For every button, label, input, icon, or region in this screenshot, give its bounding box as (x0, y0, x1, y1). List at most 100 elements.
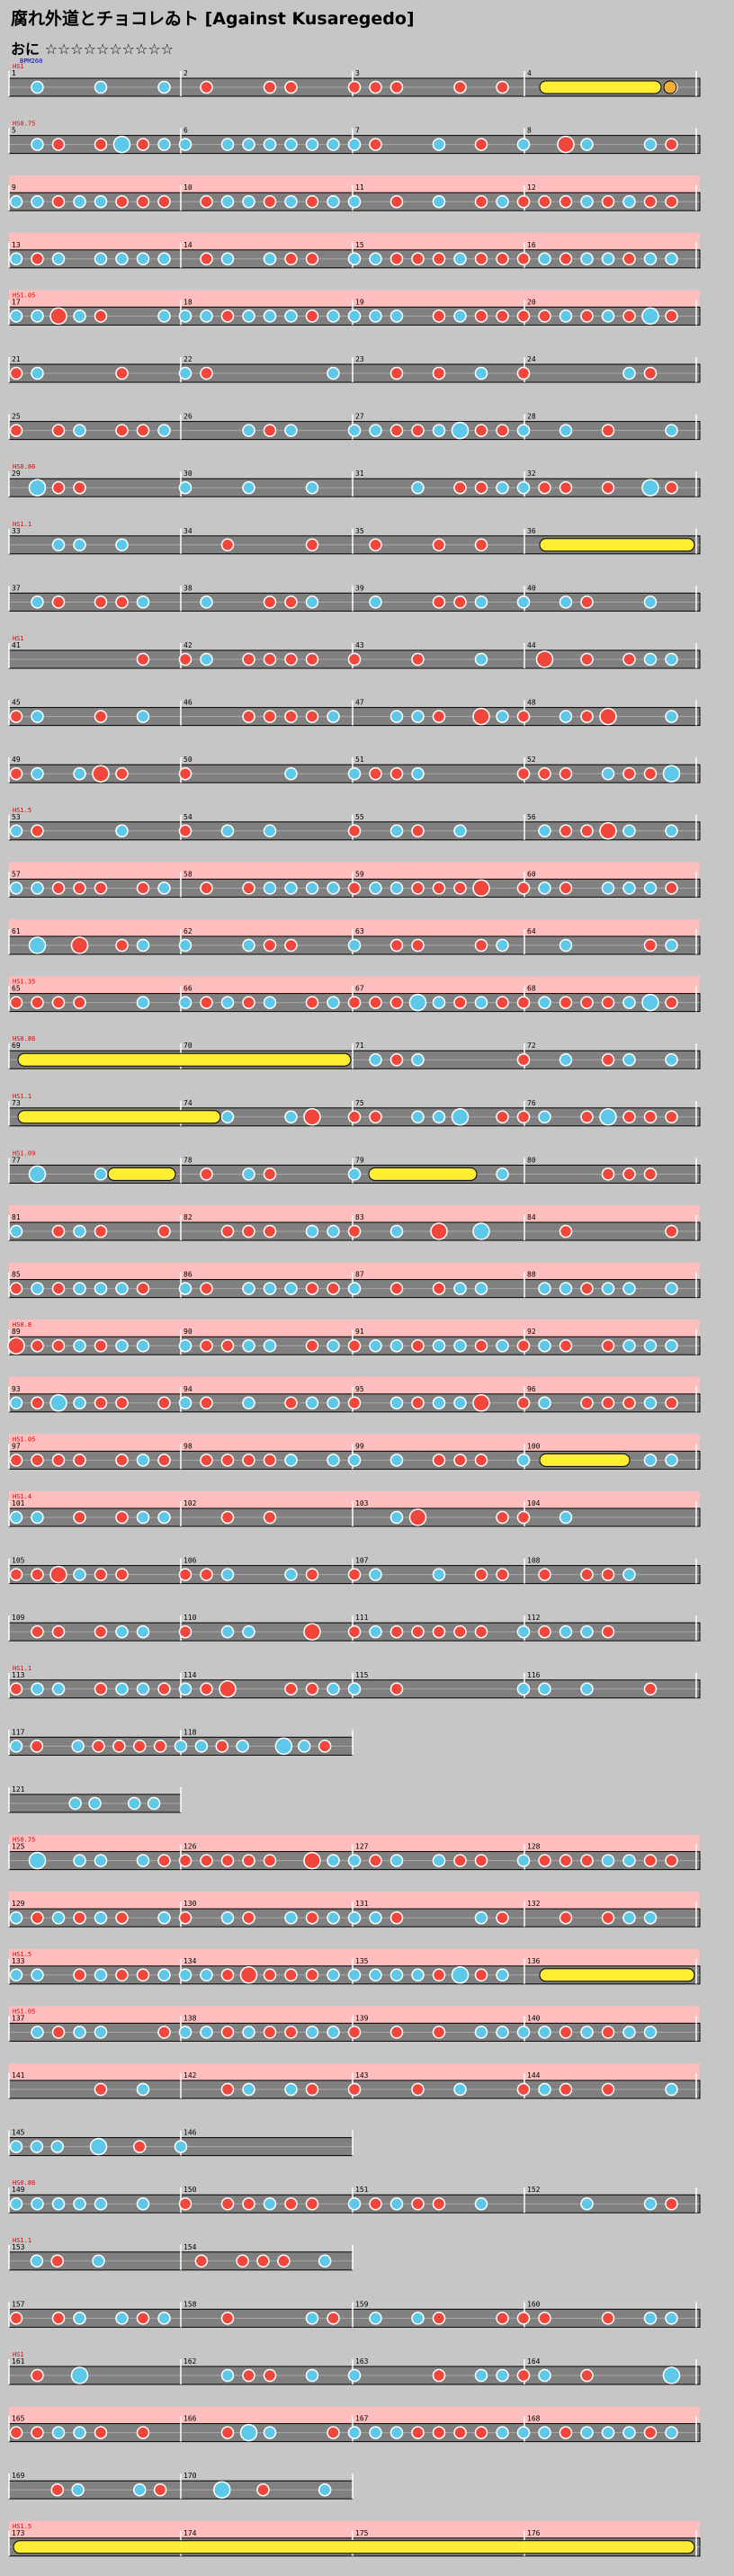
ka-note (453, 1338, 467, 1353)
don-note (516, 366, 531, 380)
ka-note (263, 996, 277, 1009)
ka-note (643, 1396, 658, 1410)
gogo-band (9, 232, 700, 250)
don-note (115, 595, 129, 609)
ka-note (200, 1968, 213, 1982)
don-note (200, 996, 213, 1009)
don-note (347, 652, 362, 666)
big-ka-note (451, 1966, 470, 1984)
ka-note (51, 2426, 66, 2439)
ka-note (369, 1968, 382, 1982)
ka-note (516, 424, 531, 437)
measure-number: 118 (184, 1728, 197, 1736)
ka-note (516, 1854, 531, 1867)
don-note (601, 1910, 615, 1925)
ka-note (9, 824, 23, 838)
don-note (94, 309, 108, 323)
ka-note (474, 2026, 488, 2039)
ka-note (157, 424, 171, 437)
don-note (432, 1968, 446, 1982)
measure-number: 70 (184, 1042, 192, 1050)
scroll-change-label: HS1.05 (13, 291, 35, 299)
big-ka-note (599, 1108, 617, 1126)
ka-note (496, 1338, 509, 1353)
ka-note (327, 1396, 340, 1410)
measure-number: 2 (184, 69, 188, 77)
big-ka-note (408, 993, 427, 1012)
ka-note (220, 1910, 235, 1925)
measure-number: 130 (184, 1900, 197, 1908)
don-note (9, 2426, 23, 2439)
don-note (157, 1224, 171, 1239)
don-note (200, 1396, 213, 1410)
don-note (263, 194, 277, 209)
ka-note (128, 1796, 141, 1811)
measure-number: 142 (184, 2071, 197, 2080)
don-note (559, 194, 573, 209)
gogo-band (9, 1091, 700, 1108)
don-note (411, 1396, 425, 1410)
don-note (369, 996, 382, 1009)
ka-note (220, 1568, 235, 1581)
don-note (94, 1624, 108, 1639)
gogo-band (9, 2063, 700, 2080)
don-note (305, 1568, 319, 1581)
ka-note (389, 309, 404, 323)
don-note (559, 1854, 573, 1867)
measure-number: 64 (527, 927, 536, 935)
ka-note (327, 1854, 340, 1867)
measure-number: 105 (12, 1557, 25, 1565)
ka-note (559, 1510, 573, 1525)
ka-note (136, 1682, 150, 1696)
measure-number: 7 (355, 127, 360, 135)
ka-note (559, 595, 573, 609)
ka-note (147, 1796, 161, 1811)
don-note (51, 1282, 66, 1295)
don-note (157, 1396, 171, 1410)
don-note (51, 194, 66, 209)
ka-note (136, 1624, 150, 1639)
ka-note (157, 1510, 171, 1525)
don-note (496, 1110, 509, 1124)
ka-note (496, 480, 509, 495)
ka-note (601, 1854, 615, 1867)
don-note (389, 2026, 404, 2039)
measure-number: 44 (527, 641, 536, 649)
measure-number: 145 (12, 2129, 25, 2137)
ka-note (643, 2026, 658, 2039)
ka-note (242, 138, 255, 151)
don-note (389, 366, 404, 380)
don-note (643, 1167, 658, 1181)
ka-note (94, 1167, 108, 1181)
ka-note (136, 996, 150, 1009)
don-note (622, 1396, 636, 1410)
measure-number: 69 (12, 1042, 21, 1050)
ka-note (665, 710, 678, 723)
don-note (30, 1740, 44, 1753)
don-note (474, 480, 488, 495)
don-note (538, 480, 551, 495)
ka-note (73, 424, 86, 437)
don-note (236, 2254, 249, 2268)
gogo-band (9, 1262, 700, 1280)
don-note (538, 2312, 551, 2325)
ka-note (133, 2482, 147, 2497)
don-note (284, 2026, 298, 2039)
don-note (411, 2196, 425, 2211)
don-note (474, 194, 488, 209)
don-note (559, 1338, 573, 1353)
don-note (194, 2254, 209, 2268)
ka-note (347, 766, 362, 781)
measure-number: 73 (12, 1099, 21, 1107)
don-note (643, 1682, 658, 1696)
don-note (516, 996, 531, 1009)
ka-note (538, 2082, 551, 2097)
ka-note (622, 2426, 636, 2439)
ka-note (51, 1910, 66, 1925)
don-note (115, 938, 129, 953)
don-note (665, 1854, 678, 1867)
ka-note (474, 366, 488, 380)
don-note (622, 1167, 636, 1181)
ka-note (284, 2082, 298, 2097)
big-ka-note (112, 135, 131, 154)
